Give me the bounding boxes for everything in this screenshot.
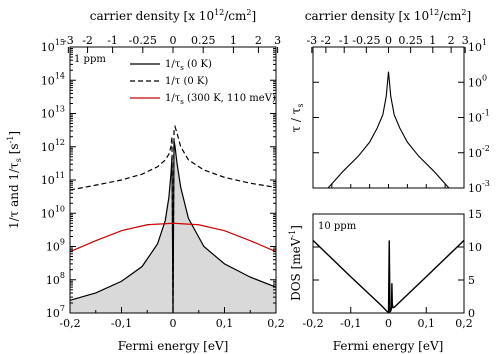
rb-ytick-label: 5: [468, 274, 475, 287]
series-line-2: [69, 124, 277, 314]
series-line-3: [69, 222, 277, 253]
ytick-label: 108: [46, 271, 65, 287]
right-top-frame: [312, 46, 465, 189]
rt-ytick-label: 10-2: [468, 144, 490, 160]
ytick-label: 1013: [41, 105, 65, 121]
legend-label-3: 1/τs (300 K, 110 meV): [165, 93, 276, 106]
xtick-label: 0: [170, 317, 177, 330]
ytick-label: 1014: [41, 71, 65, 87]
spin-relaxation-fill: [70, 140, 276, 313]
top-xtick-label: -3: [306, 34, 317, 47]
top-xtick-label: 0.25: [191, 34, 216, 47]
top-xtick-label: 0.25: [398, 34, 423, 47]
ytick-label: 1010: [41, 204, 65, 220]
rb-xtick-label: -0,2: [302, 317, 323, 330]
top-xtick-label: 1: [230, 34, 237, 47]
rb-xtick-label: -0,1: [340, 317, 361, 330]
top-xtick-label: -1: [339, 34, 350, 47]
rb-ytick-label: 0: [468, 307, 475, 320]
rb-xtick-label: 0,2: [455, 317, 473, 330]
rt-ytick-label: 100: [468, 73, 487, 89]
top-xtick-label: 3: [462, 34, 469, 47]
dos-line: [312, 239, 465, 314]
xtick-label: 0,2: [267, 317, 285, 330]
right-top-ylabel: τ / τs: [289, 103, 305, 132]
ytick-label: 1011: [41, 171, 65, 187]
top-xtick-label: 2: [448, 34, 455, 47]
right-top-ticks: 10-3 10-2 10-1 100 101 -3 -2 -1 -0.25 0 0.25 1 2 3: [306, 34, 489, 195]
right-bottom-panel: 0 5 10 15 -0,2 -0,1 0 0,1 0,2 10 ppm Fermi energ…: [288, 208, 482, 353]
right-top-xlabel: carrier density [x 1012/cm2]: [305, 8, 471, 23]
top-xtick-label: -1: [107, 34, 118, 47]
right-bottom-xlabel: Fermi energy [eV]: [333, 339, 444, 353]
top-xtick-label: -3: [63, 34, 74, 47]
rb-ytick-label: 15: [468, 208, 482, 221]
rt-ytick-label: 10-3: [468, 179, 490, 195]
right-bottom-ticks: 0 5 10 15 -0,2 -0,1 0 0,1 0,2: [302, 208, 482, 330]
xtick-label: 0,1: [216, 317, 234, 330]
top-xtick-label: -0.25: [352, 34, 380, 47]
xtick-label: -0,1: [111, 317, 132, 330]
top-xtick-label: -0.25: [129, 34, 157, 47]
top-xtick-label: -2: [321, 34, 332, 47]
ytick-label: 1012: [41, 138, 65, 154]
legend: 1/τs (0 K) 1/τ (0 K) 1/τs (300 K, 110 me…: [130, 59, 276, 106]
top-xtick-label: 1: [429, 34, 436, 47]
ytick-label: 109: [46, 238, 65, 254]
ratio-series: [327, 71, 450, 189]
top-xtick-label: -2: [82, 34, 93, 47]
rt-ytick-label: 101: [468, 38, 487, 54]
left-xlabel: Fermi energy [eV]: [118, 339, 229, 353]
left-annotation: 1 ppm: [74, 54, 106, 65]
rb-ytick-label: 10: [468, 241, 482, 254]
ytick-label: 1015: [41, 38, 65, 54]
spin-relaxation-area: [70, 140, 276, 313]
xtick-label: -0,2: [59, 317, 80, 330]
rb-xtick-label: 0: [385, 317, 392, 330]
top-xtick-label: 2: [255, 34, 262, 47]
left-top-xlabel: carrier density [x 1012/cm2]: [90, 8, 256, 23]
right-bottom-ylabel: DOS [meV-1]: [288, 225, 303, 301]
ratio-line: [327, 71, 450, 189]
legend-label-1: 1/τs (0 K): [165, 59, 212, 72]
top-xtick-label: 0: [385, 34, 392, 47]
left-ylabel: 1/τ and 1/τs [s-1]: [6, 131, 23, 229]
rb-xtick-label: 0,1: [418, 317, 436, 330]
dos-series: [312, 239, 465, 314]
top-xtick-label: 3: [274, 34, 281, 47]
right-top-panel: 10-3 10-2 10-1 100 101 -3 -2 -1 -0.25 0 0.25 1 2 3 ca…: [289, 8, 490, 195]
rt-ytick-label: 10-1: [468, 109, 490, 125]
top-xtick-label: 0: [170, 34, 177, 47]
right-bottom-annotation: 10 ppm: [318, 221, 357, 232]
legend-label-2: 1/τ (0 K): [165, 76, 208, 87]
